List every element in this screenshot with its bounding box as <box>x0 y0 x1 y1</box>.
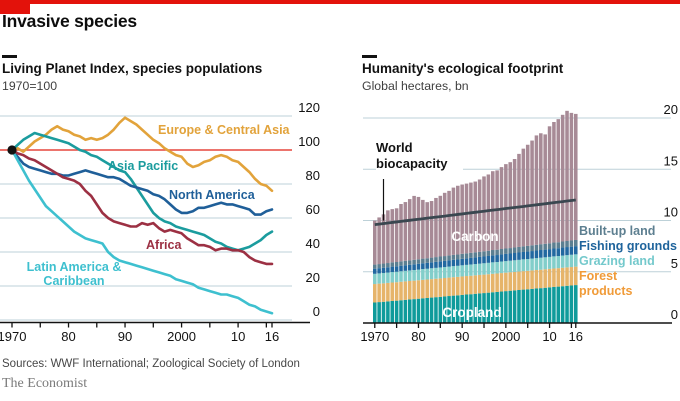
series-label-africa: Africa <box>146 238 182 252</box>
svg-text:0: 0 <box>313 304 320 319</box>
svg-text:2000: 2000 <box>167 329 196 344</box>
legend-built-up-land: Built-up land <box>579 224 656 238</box>
svg-text:1970: 1970 <box>0 329 26 344</box>
svg-text:100: 100 <box>298 134 320 149</box>
svg-text:20: 20 <box>306 270 320 285</box>
top-red-rule <box>0 0 680 4</box>
svg-text:2000: 2000 <box>491 329 520 344</box>
svg-text:10: 10 <box>542 329 556 344</box>
svg-text:1970: 1970 <box>360 329 389 344</box>
right-chart-dash <box>362 55 377 58</box>
source-note: Sources: WWF International; Zoological S… <box>2 358 300 370</box>
svg-text:90: 90 <box>455 329 469 344</box>
svg-text:0: 0 <box>671 307 678 322</box>
series-label-europe-central-asia: Europe & Central Asia <box>158 123 290 137</box>
top-red-block <box>0 0 30 14</box>
svg-text:10: 10 <box>664 205 678 220</box>
left-chart-subtitle: 1970=100 <box>2 79 58 93</box>
svg-text:5: 5 <box>671 256 678 271</box>
svg-text:120: 120 <box>298 100 320 115</box>
stacked-area-chart-canvas: 0 5 10 15 20 1970 80 90 2000 10 16 <box>360 102 678 344</box>
page-title: Invasive species <box>2 11 137 31</box>
svg-text:40: 40 <box>306 236 320 251</box>
right-chart-subtitle: Global hectares, bn <box>362 79 469 93</box>
svg-text:80: 80 <box>61 329 75 344</box>
legend-grazing-land: Grazing land <box>579 254 655 268</box>
svg-text:10: 10 <box>231 329 245 344</box>
series-label-asia-pacific: Asia Pacific <box>108 159 179 173</box>
left-chart-title: Living Planet Index, species populations <box>2 61 263 76</box>
series-label-latin-america-caribbean: Latin America & Caribbean <box>26 260 122 288</box>
line-chart-canvas: 0 20 40 60 80 100 120 1970 80 90 2000 10 16 <box>0 100 320 344</box>
world-biocapacity-label: World biocapacity <box>376 140 463 172</box>
svg-text:80: 80 <box>306 168 320 183</box>
svg-text:90: 90 <box>118 329 132 344</box>
legend-fishing-grounds: Fishing grounds <box>579 239 677 253</box>
svg-text:60: 60 <box>306 202 320 217</box>
carbon-label: Carbon <box>451 229 499 244</box>
svg-text:16: 16 <box>265 329 279 344</box>
cropland-label: Cropland <box>442 305 502 320</box>
right-chart-title: Humanity's ecological footprint <box>362 61 564 76</box>
svg-text:16: 16 <box>569 329 583 344</box>
legend-forest-products: Forest products <box>579 269 633 298</box>
brand-wordmark: The Economist <box>2 376 88 391</box>
left-chart-dash <box>2 55 17 58</box>
svg-text:15: 15 <box>664 153 678 168</box>
svg-text:20: 20 <box>664 102 678 117</box>
svg-text:80: 80 <box>411 329 425 344</box>
series-label-north-america: North America <box>169 188 255 202</box>
